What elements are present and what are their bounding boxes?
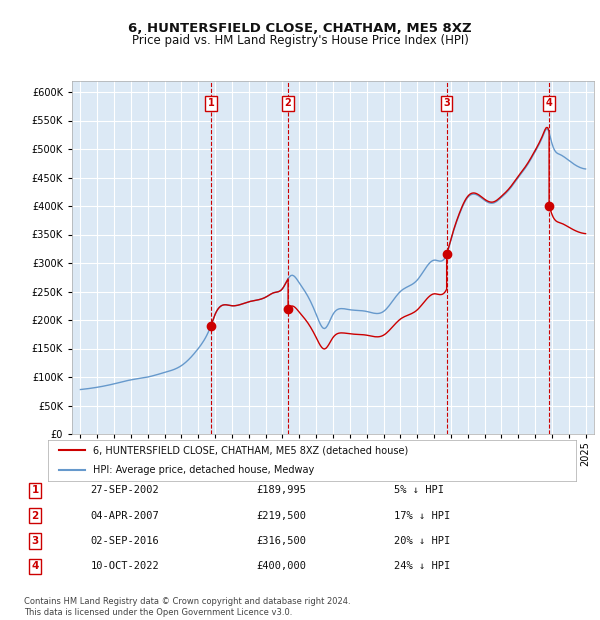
Text: Price paid vs. HM Land Registry's House Price Index (HPI): Price paid vs. HM Land Registry's House … xyxy=(131,34,469,47)
Text: 3: 3 xyxy=(31,536,38,546)
Text: 27-SEP-2002: 27-SEP-2002 xyxy=(90,485,159,495)
Text: 2: 2 xyxy=(31,511,38,521)
Text: 20% ↓ HPI: 20% ↓ HPI xyxy=(394,536,450,546)
Text: £189,995: £189,995 xyxy=(256,485,306,495)
Text: 10-OCT-2022: 10-OCT-2022 xyxy=(90,561,159,571)
Text: 04-APR-2007: 04-APR-2007 xyxy=(90,511,159,521)
Text: £316,500: £316,500 xyxy=(256,536,306,546)
Text: 17% ↓ HPI: 17% ↓ HPI xyxy=(394,511,450,521)
Text: HPI: Average price, detached house, Medway: HPI: Average price, detached house, Medw… xyxy=(93,466,314,476)
Text: 5% ↓ HPI: 5% ↓ HPI xyxy=(394,485,444,495)
Text: 4: 4 xyxy=(546,99,553,108)
Text: Contains HM Land Registry data © Crown copyright and database right 2024.
This d: Contains HM Land Registry data © Crown c… xyxy=(24,598,350,617)
Text: 2: 2 xyxy=(285,99,292,108)
Text: 1: 1 xyxy=(31,485,38,495)
Text: 6, HUNTERSFIELD CLOSE, CHATHAM, ME5 8XZ: 6, HUNTERSFIELD CLOSE, CHATHAM, ME5 8XZ xyxy=(128,22,472,35)
Text: 02-SEP-2016: 02-SEP-2016 xyxy=(90,536,159,546)
Text: £400,000: £400,000 xyxy=(256,561,306,571)
Text: 24% ↓ HPI: 24% ↓ HPI xyxy=(394,561,450,571)
Text: 3: 3 xyxy=(443,99,450,108)
Text: £219,500: £219,500 xyxy=(256,511,306,521)
Text: 4: 4 xyxy=(31,561,39,571)
Text: 1: 1 xyxy=(208,99,214,108)
Text: 6, HUNTERSFIELD CLOSE, CHATHAM, ME5 8XZ (detached house): 6, HUNTERSFIELD CLOSE, CHATHAM, ME5 8XZ … xyxy=(93,445,408,455)
